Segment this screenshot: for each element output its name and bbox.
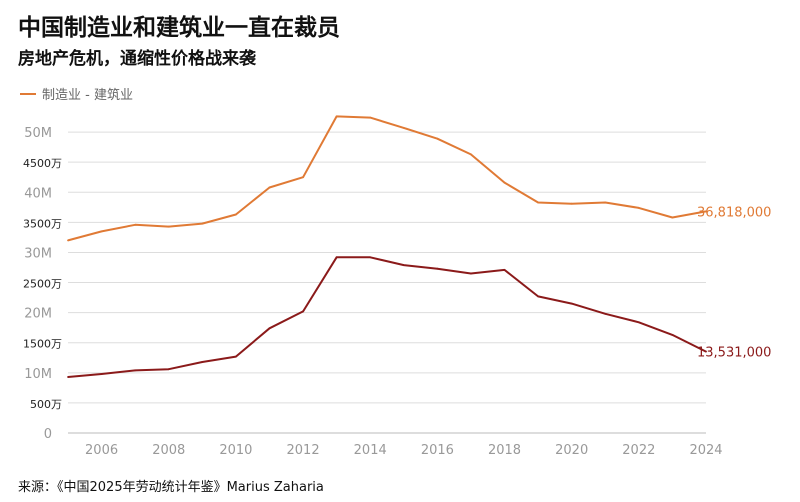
series-end-label: 13,531,000 [697, 346, 771, 361]
data-point [302, 176, 304, 179]
y-tick-label: 2500万 [23, 278, 62, 291]
data-point [134, 223, 137, 226]
data-point [637, 207, 640, 209]
data-point [604, 201, 607, 204]
y-tick-label: 40M [24, 186, 52, 201]
chart-title: 中国制造业和建筑业一直在裁员 [18, 15, 340, 41]
data-point [402, 126, 405, 129]
x-tick-label: 2024 [689, 443, 722, 458]
series-end-label: 36,818,000 [697, 205, 771, 220]
y-axis-tick-labels: 0 500万 10M 1500万 20M 2500万 30M 3500万 40M 4500万 50M [23, 126, 62, 442]
data-point [268, 186, 271, 189]
x-tick-label: 2008 [152, 443, 185, 458]
gridlines [68, 131, 706, 434]
x-tick-label: 2012 [287, 443, 320, 458]
data-point [705, 350, 707, 353]
y-tick-label: 50M [24, 126, 52, 141]
y-tick-label: 10M [24, 367, 52, 382]
x-axis-tick-labels: 2006 2008 2010 2012 2014 2016 2018 2020 2022 2024 [85, 443, 723, 458]
data-point [470, 153, 472, 156]
y-tick-label: 0 [44, 427, 52, 442]
data-point [369, 116, 372, 119]
y-tick-label: 500万 [30, 398, 62, 411]
data-point [570, 302, 573, 305]
x-tick-label: 2006 [85, 443, 118, 458]
data-point [302, 310, 304, 313]
data-point [637, 321, 640, 324]
series-lines [67, 115, 707, 378]
data-point [671, 334, 674, 336]
source-note: 来源：《中国2025年劳动统计年鉴》Marius Zaharia [18, 480, 324, 495]
legend-swatch-icon [20, 92, 36, 95]
data-point [268, 327, 271, 330]
end-labels: 36,818,000 13,531,000 [697, 205, 771, 360]
y-tick-label: 1500万 [23, 338, 62, 351]
data-point [537, 295, 540, 298]
series-line-2 [67, 256, 707, 378]
data-point [470, 272, 472, 275]
data-point [234, 213, 237, 216]
y-tick-label: 20M [24, 307, 52, 322]
data-point [100, 230, 103, 233]
data-point [671, 216, 674, 219]
data-point [570, 202, 573, 205]
data-point [369, 256, 372, 259]
y-tick-label: 4500万 [23, 157, 62, 170]
x-tick-label: 2016 [421, 443, 454, 458]
x-tick-label: 2010 [219, 443, 252, 458]
data-point [436, 267, 439, 270]
legend: 制造业 - 建筑业 [20, 84, 133, 103]
chart-subtitle: 房地产危机，通缩性价格战来袭 [18, 49, 256, 69]
x-tick-label: 2020 [555, 443, 588, 458]
data-point [503, 181, 506, 184]
series-line-1 [67, 115, 707, 242]
y-tick-label: 3500万 [23, 217, 62, 230]
data-point [537, 201, 540, 204]
data-point [167, 368, 170, 371]
data-point [201, 222, 204, 225]
data-point [201, 361, 204, 363]
x-tick-label: 2014 [354, 443, 387, 458]
data-point [234, 355, 237, 358]
y-tick-label: 30M [24, 246, 52, 261]
legend-label: 制造业 - 建筑业 [42, 88, 133, 103]
data-point [604, 312, 607, 315]
data-point [67, 239, 69, 242]
data-point [436, 137, 439, 140]
data-point [167, 225, 170, 228]
data-point [335, 115, 338, 118]
data-point [402, 264, 405, 266]
x-tick-label: 2022 [622, 443, 655, 458]
data-point [134, 369, 137, 372]
data-point [503, 269, 506, 271]
data-point [335, 256, 338, 259]
x-tick-label: 2018 [488, 443, 521, 458]
data-point [705, 210, 707, 213]
data-point [100, 373, 103, 375]
data-point [67, 376, 69, 378]
